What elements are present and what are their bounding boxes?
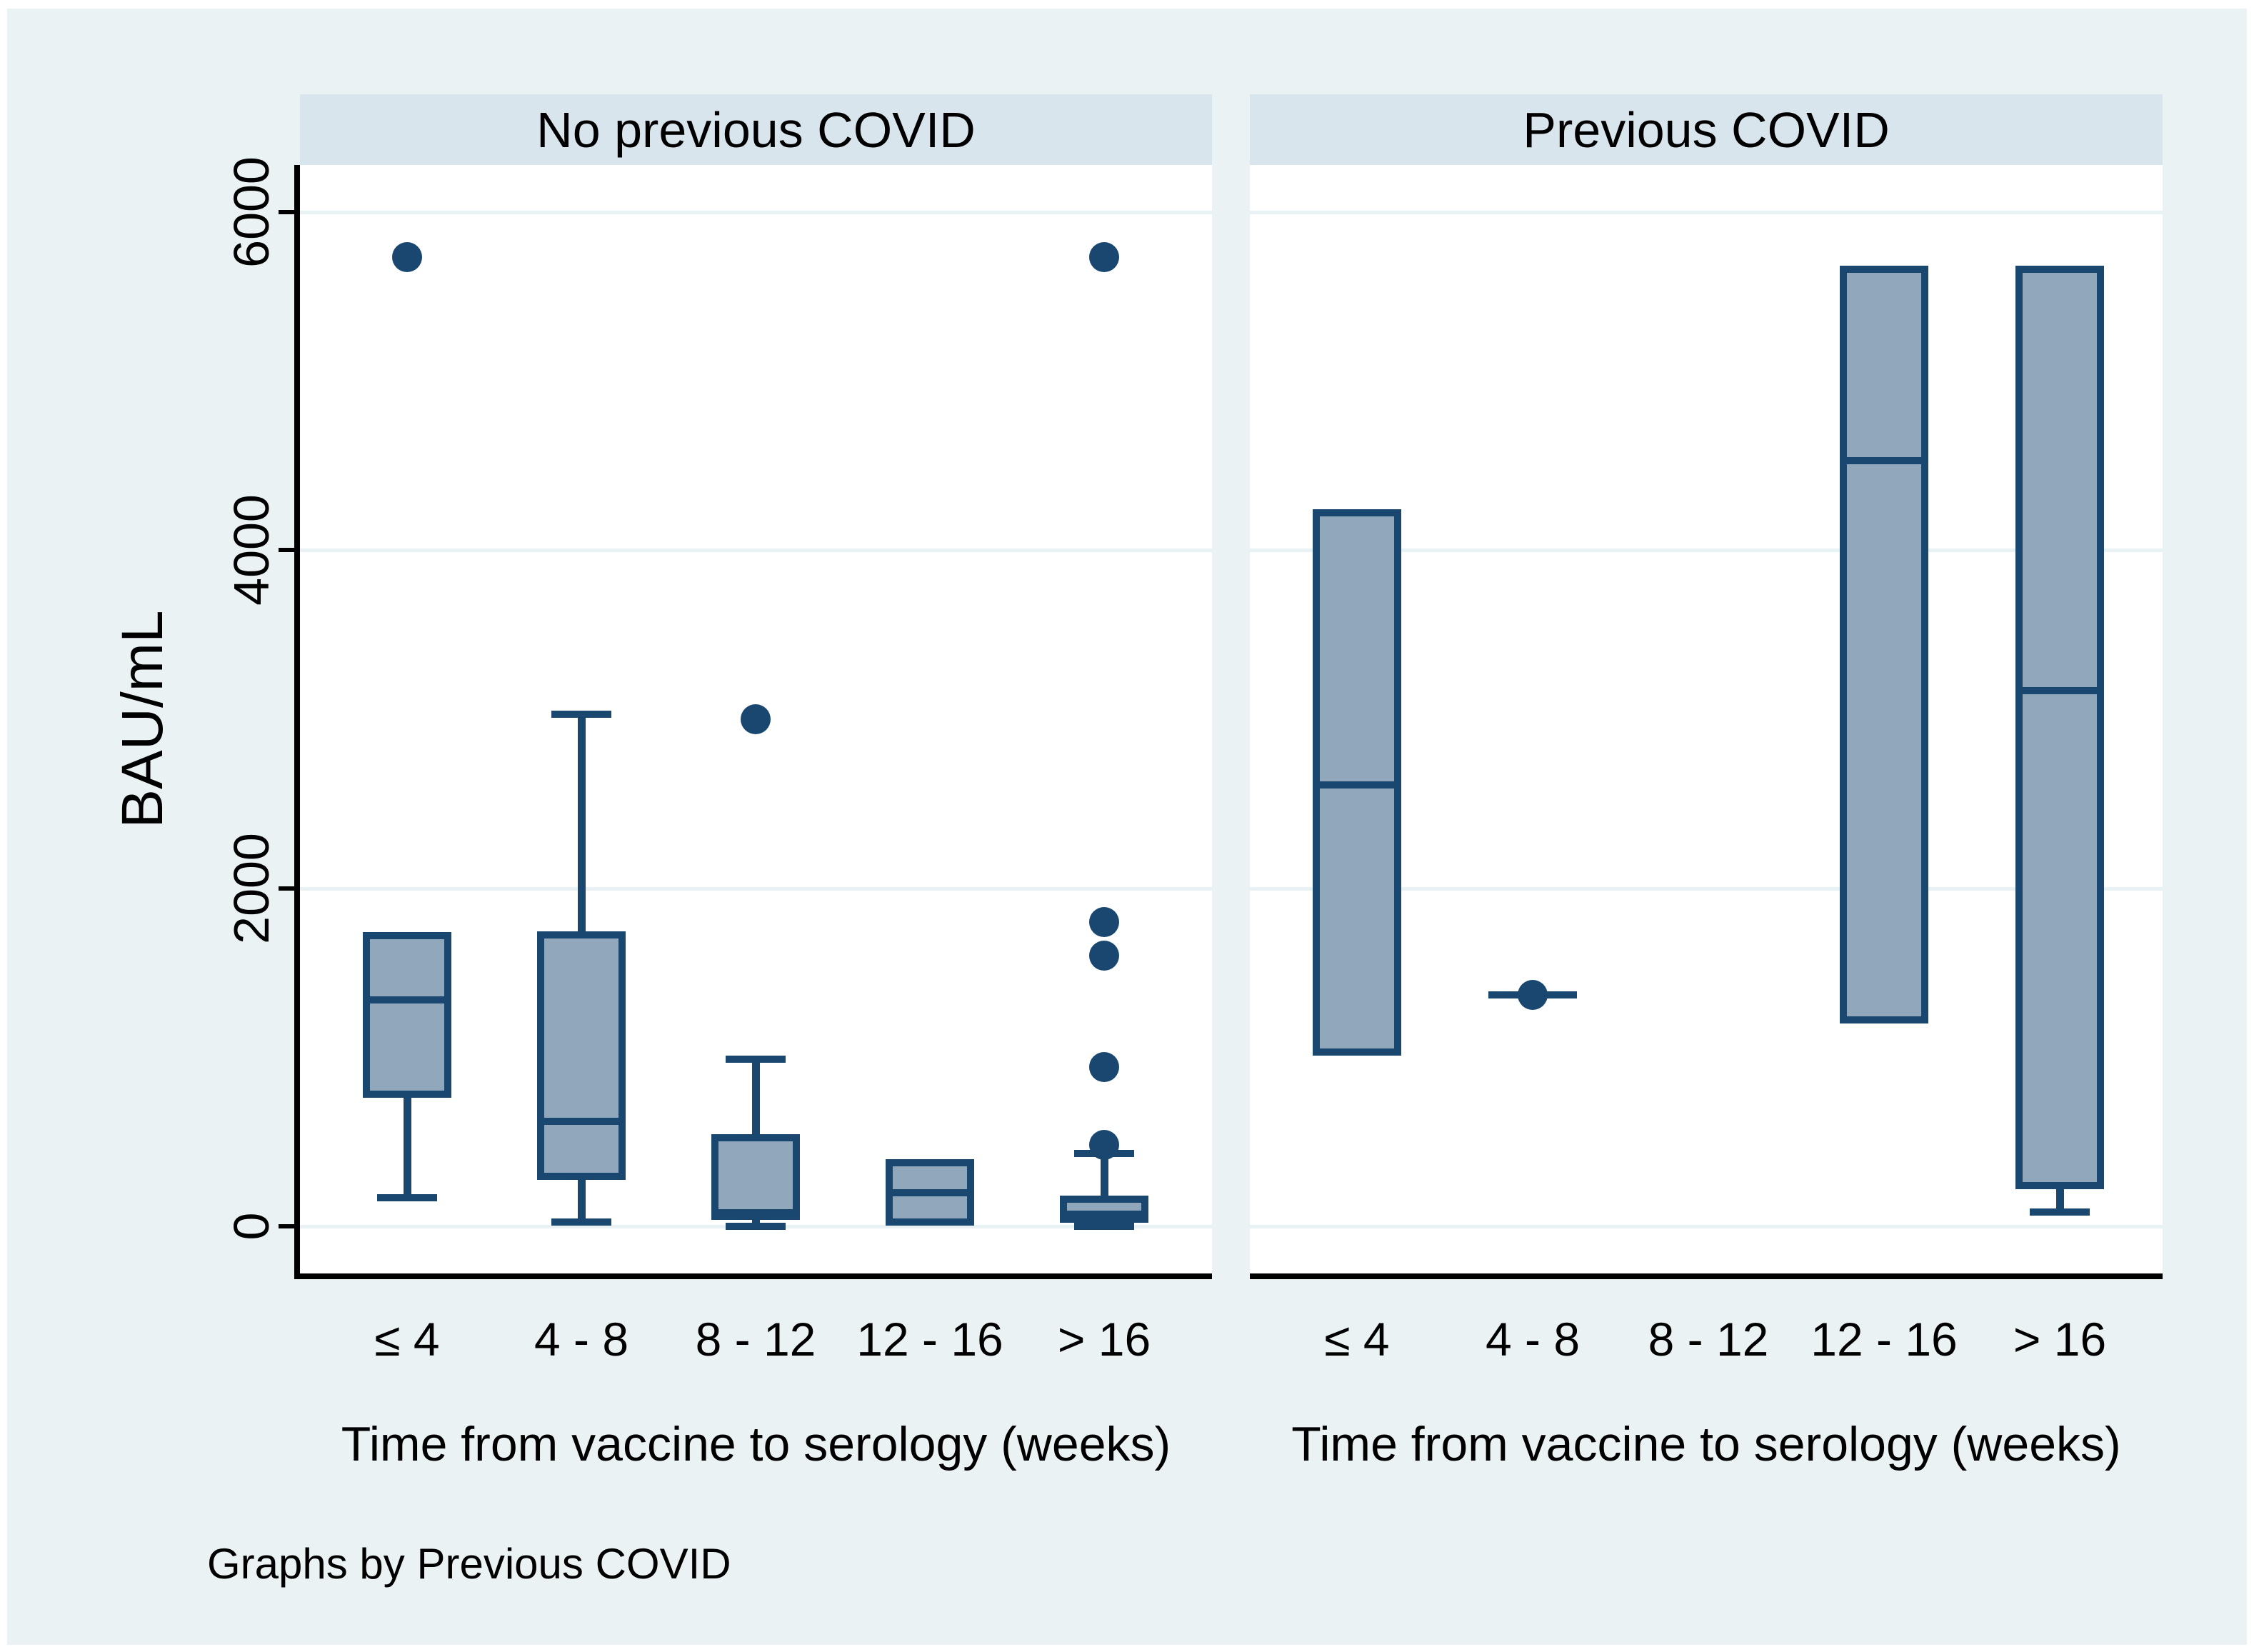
gridline: [1250, 549, 2163, 552]
x-axis-title: Time from vaccine to serology (weeks): [341, 1417, 1171, 1471]
median-line: [718, 1209, 793, 1217]
y-tick: [279, 1224, 294, 1228]
panel-header: [1250, 94, 2163, 165]
y-tick-label: 6000: [224, 156, 279, 268]
whisker-cap: [551, 1218, 611, 1226]
box: [537, 931, 626, 1180]
whisker-cap: [2030, 1208, 2090, 1216]
whisker-cap: [551, 710, 611, 718]
median-line: [370, 996, 444, 1003]
x-axis-line: [1250, 1273, 2163, 1279]
x-tick-label: 12 - 16: [1810, 1313, 1958, 1366]
outlier-dot: [1518, 979, 1548, 1010]
gridline: [300, 210, 1212, 214]
y-axis-title: BAU/mL: [110, 610, 175, 828]
median-line: [1847, 456, 1921, 464]
plot-area: [1250, 165, 2163, 1273]
box: [1060, 1196, 1148, 1223]
x-axis-title: Time from vaccine to serology (weeks): [1291, 1417, 2121, 1471]
y-tick-label: 4000: [224, 494, 279, 606]
whisker-stem: [577, 714, 586, 931]
median-line: [1067, 1211, 1141, 1218]
x-tick-label: ≤ 4: [1324, 1313, 1390, 1366]
gridline: [1250, 886, 2163, 891]
gridline: [300, 886, 1212, 891]
box: [363, 932, 451, 1098]
whisker-cap: [726, 1223, 786, 1230]
panel-header: [300, 94, 1212, 165]
box: [2015, 266, 2104, 1189]
y-tick: [279, 548, 294, 552]
y-tick: [279, 886, 294, 891]
panel-title: No previous COVID: [536, 101, 976, 158]
outlier-dot: [392, 242, 422, 273]
outlier-dot: [1089, 1052, 1119, 1083]
y-axis-line: [294, 165, 300, 1279]
x-tick-label: > 16: [1057, 1313, 1151, 1366]
x-tick-label: 4 - 8: [1485, 1313, 1581, 1366]
x-tick-label: 12 - 16: [856, 1313, 1003, 1366]
whisker-stem: [751, 1058, 760, 1134]
median-line: [893, 1188, 967, 1196]
box: [711, 1133, 800, 1220]
whisker-stem: [2055, 1188, 2064, 1212]
y-tick-label: 2000: [224, 832, 279, 944]
gridline: [300, 549, 1212, 552]
outlier-dot: [1089, 906, 1119, 937]
whisker-stem: [1100, 1153, 1108, 1196]
box: [1840, 266, 1928, 1023]
panel-title: Previous COVID: [1523, 101, 1890, 158]
whisker-cap: [726, 1055, 786, 1063]
y-tick: [279, 209, 294, 214]
x-tick-label: > 16: [2013, 1313, 2107, 1366]
outlier-dot: [1089, 1130, 1119, 1161]
x-tick-label: 4 - 8: [534, 1313, 629, 1366]
gridline: [1250, 210, 2163, 214]
gridline: [1250, 1225, 2163, 1228]
caption: Graphs by Previous COVID: [207, 1540, 731, 1588]
whisker-stem: [577, 1179, 586, 1223]
x-tick-label: ≤ 4: [374, 1313, 440, 1366]
median-line: [1320, 781, 1394, 789]
whisker-cap: [377, 1193, 437, 1201]
outlier-dot: [1089, 941, 1119, 971]
whisker-stem: [403, 1098, 411, 1198]
median-line: [544, 1118, 618, 1126]
y-tick-label: 0: [224, 1212, 279, 1241]
whisker-cap: [1074, 1223, 1134, 1230]
x-axis-line: [294, 1273, 1212, 1279]
x-tick-label: 8 - 12: [695, 1313, 816, 1366]
outlier-dot: [1089, 242, 1119, 273]
median-line: [2023, 686, 2097, 694]
outlier-dot: [741, 704, 771, 734]
x-tick-label: 8 - 12: [1648, 1313, 1769, 1366]
